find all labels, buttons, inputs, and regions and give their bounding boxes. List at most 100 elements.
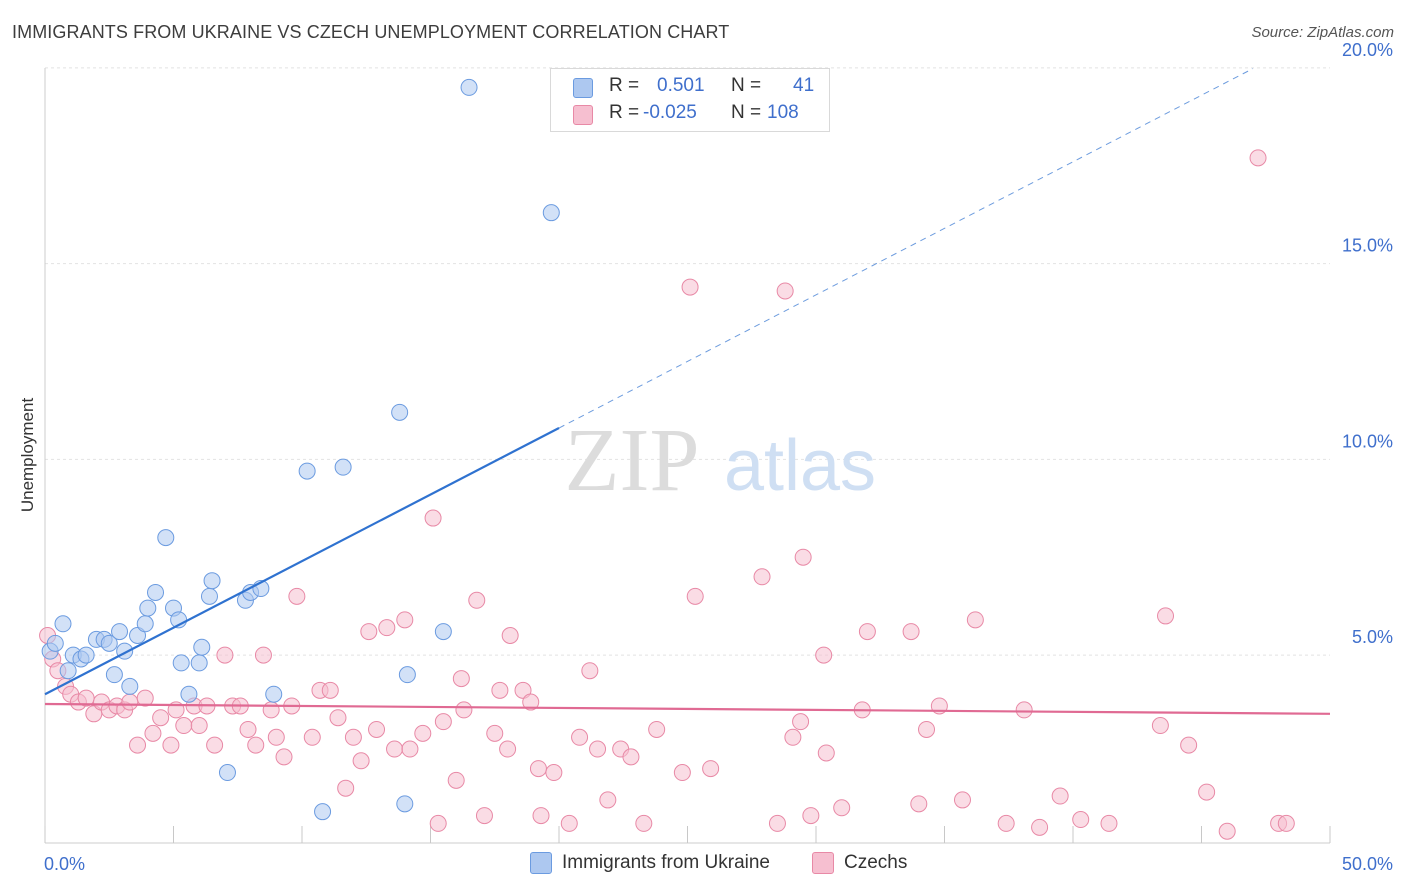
czech-point <box>360 623 378 641</box>
czech-point <box>1249 149 1267 167</box>
czech-point <box>545 764 563 782</box>
czech-point <box>966 611 984 629</box>
ukraine-trend-line <box>44 427 560 696</box>
czech-point <box>753 568 771 586</box>
bottom-legend-swatch-ukraine <box>530 852 552 874</box>
czech-point <box>532 807 550 825</box>
ukraine-point <box>391 403 409 421</box>
watermark-atlas: atlas <box>724 426 876 506</box>
ukraine-point <box>54 615 72 633</box>
ukraine-point <box>77 646 95 664</box>
czech-point <box>817 744 835 762</box>
ukraine-point <box>396 795 414 813</box>
czech-point <box>288 587 306 605</box>
czech-point <box>475 807 493 825</box>
czech-point <box>1031 818 1049 836</box>
czech-point <box>776 282 794 300</box>
czech-point <box>681 278 699 296</box>
legend-swatch-czechs <box>573 105 593 125</box>
czech-point <box>1157 607 1175 625</box>
czech-point <box>560 814 578 832</box>
grid-lines <box>45 67 1330 656</box>
czech-point <box>121 693 139 711</box>
czech-point <box>802 807 820 825</box>
czech-point <box>792 713 810 731</box>
czech-point <box>1100 814 1118 832</box>
ukraine-point <box>398 666 416 684</box>
czech-point <box>337 779 355 797</box>
czech-point <box>599 791 617 809</box>
ukraine-point <box>129 627 147 645</box>
legend-n-value: 41 <box>793 75 815 96</box>
ukraine-point <box>434 623 452 641</box>
czech-point <box>267 728 285 746</box>
czech-point <box>414 724 432 742</box>
czech-point <box>815 646 833 664</box>
czech-point <box>262 701 280 719</box>
czech-point <box>491 681 509 699</box>
czech-point <box>1051 787 1069 805</box>
ukraine-point <box>218 764 236 782</box>
czech-point <box>794 548 812 566</box>
czech-point <box>368 720 386 738</box>
czech-point <box>275 748 293 766</box>
ukraine-point <box>46 634 64 652</box>
source-credit: Source: ZipAtlas.com <box>1251 24 1394 41</box>
tick-labels: 5.0% 10.0% 15.0% 20.0% 0.0% 50.0% <box>44 40 1393 874</box>
ukraine-point <box>157 529 175 547</box>
czech-point <box>136 689 154 707</box>
ukraine-point <box>59 662 77 680</box>
ukraine-point <box>460 78 478 96</box>
czech-point <box>622 748 640 766</box>
ukraine-point <box>180 685 198 703</box>
watermark: ZIP atlas <box>565 411 877 510</box>
czech-point <box>1180 736 1198 754</box>
ukraine-point <box>105 666 123 684</box>
czech-point <box>833 799 851 817</box>
legend-n-value: 108 <box>767 102 799 123</box>
czech-point <box>1277 814 1295 832</box>
bottom-legend-label-czechs: Czechs <box>844 852 908 873</box>
ukraine-point <box>203 572 221 590</box>
czech-point <box>152 709 170 727</box>
czech-point <box>329 709 347 727</box>
watermark-zip: ZIP <box>565 411 700 510</box>
czech-point <box>129 736 147 754</box>
bottom-legend-swatch-czechs <box>812 852 834 874</box>
czech-point <box>352 752 370 770</box>
czech-trend-line <box>44 702 1331 715</box>
czech-point <box>303 728 321 746</box>
ukraine-point <box>172 654 190 672</box>
czech-point <box>673 764 691 782</box>
czech-point <box>455 701 473 719</box>
czech-point <box>429 814 447 832</box>
ukraine-point <box>265 685 283 703</box>
czech-point <box>396 611 414 629</box>
ukraine-point <box>193 638 211 656</box>
czech-point <box>401 740 419 758</box>
czech-point <box>686 587 704 605</box>
legend-r-value: -0.025 <box>643 102 697 123</box>
stats-legend: R = 0.501 N = 41 R = -0.025 N = 108 <box>550 68 830 132</box>
ukraine-point <box>111 623 129 641</box>
czech-point <box>918 720 936 738</box>
ukraine-point <box>147 583 165 601</box>
czech-point <box>529 760 547 778</box>
czech-point <box>1015 701 1033 719</box>
y-tick-label: 20.0% <box>1342 40 1393 60</box>
chart-title: IMMIGRANTS FROM UKRAINE VS CZECH UNEMPLO… <box>12 22 730 42</box>
czech-point <box>648 720 666 738</box>
x-tick-label: 0.0% <box>44 854 85 874</box>
legend-n-label: N = <box>731 102 762 123</box>
legend-r-label: R = <box>609 102 640 123</box>
czech-point <box>589 740 607 758</box>
czech-point <box>386 740 404 758</box>
czech-point <box>447 771 465 789</box>
czech-point <box>247 736 265 754</box>
czech-point <box>1218 822 1236 840</box>
czech-point <box>784 728 802 746</box>
trend-lines <box>44 68 1331 715</box>
ukraine-point <box>298 462 316 480</box>
data-points <box>39 78 1295 840</box>
